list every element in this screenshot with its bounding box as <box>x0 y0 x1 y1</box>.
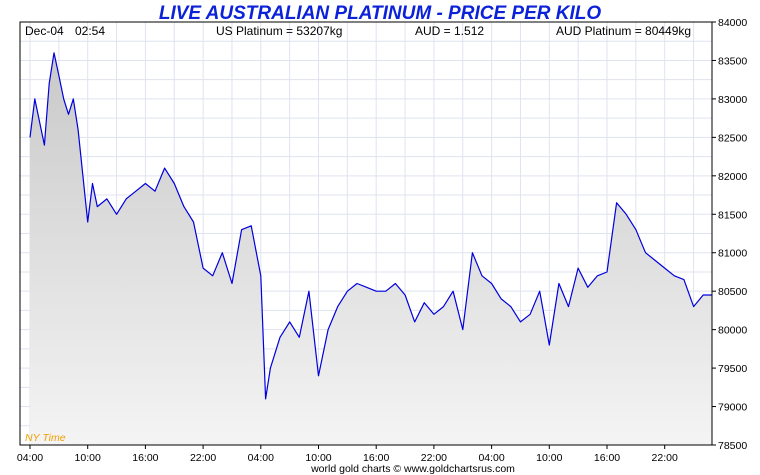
x-tick-label: 10:00 <box>305 452 331 464</box>
price-area-fill <box>30 52 712 446</box>
x-tick-label: 10:00 <box>75 452 101 464</box>
x-tick-label: 04:00 <box>248 452 274 464</box>
y-tick-label: 80000 <box>718 325 747 337</box>
y-tick-label: 79500 <box>718 363 747 375</box>
plot-frame <box>19 21 713 446</box>
y-tick-label: 83500 <box>718 55 747 67</box>
x-tick-label: 16:00 <box>363 452 389 464</box>
y-tick-label: 79000 <box>718 402 747 414</box>
chart-title: LIVE AUSTRALIAN PLATINUM - PRICE PER KIL… <box>159 3 602 24</box>
header-date: Dec-04 <box>25 24 64 38</box>
header-aud-rate: AUD = 1.512 <box>415 24 484 38</box>
header-aud-platinum: AUD Platinum = 80449kg <box>556 24 691 38</box>
x-tick-label: 04:00 <box>478 452 504 464</box>
x-tick-label: 04:00 <box>17 452 43 464</box>
x-tick-label: 22:00 <box>652 452 678 464</box>
y-tick-label: 80500 <box>718 286 747 298</box>
y-tick-label: 78500 <box>718 440 747 452</box>
price-line <box>29 52 712 400</box>
y-tick-label: 83000 <box>718 94 747 106</box>
x-tick-label: 22:00 <box>190 452 216 464</box>
x-tick-label: 16:00 <box>594 452 620 464</box>
x-tick-label: 10:00 <box>536 452 562 464</box>
y-axis: 84000 83500 83000 82500 82000 81500 81000 80500… <box>712 17 747 452</box>
y-tick-label: 84000 <box>718 17 747 29</box>
y-tick-label: 81500 <box>718 209 747 221</box>
x-axis: 04:00 10:00 16:00 22:00 04:00 10:00 16:00 22:00… <box>17 445 678 464</box>
y-tick-label: 82500 <box>718 132 747 144</box>
footer-credit: world gold charts © www.goldchartsrus.co… <box>310 463 515 475</box>
y-tick-label: 82000 <box>718 171 747 183</box>
header-us-platinum: US Platinum = 53207kg <box>216 24 342 38</box>
y-tick-label: 81000 <box>718 248 747 260</box>
header-time: 02:54 <box>75 24 105 38</box>
timezone-label: NY Time <box>25 432 66 444</box>
x-tick-label: 22:00 <box>421 452 447 464</box>
x-tick-label: 16:00 <box>132 452 158 464</box>
